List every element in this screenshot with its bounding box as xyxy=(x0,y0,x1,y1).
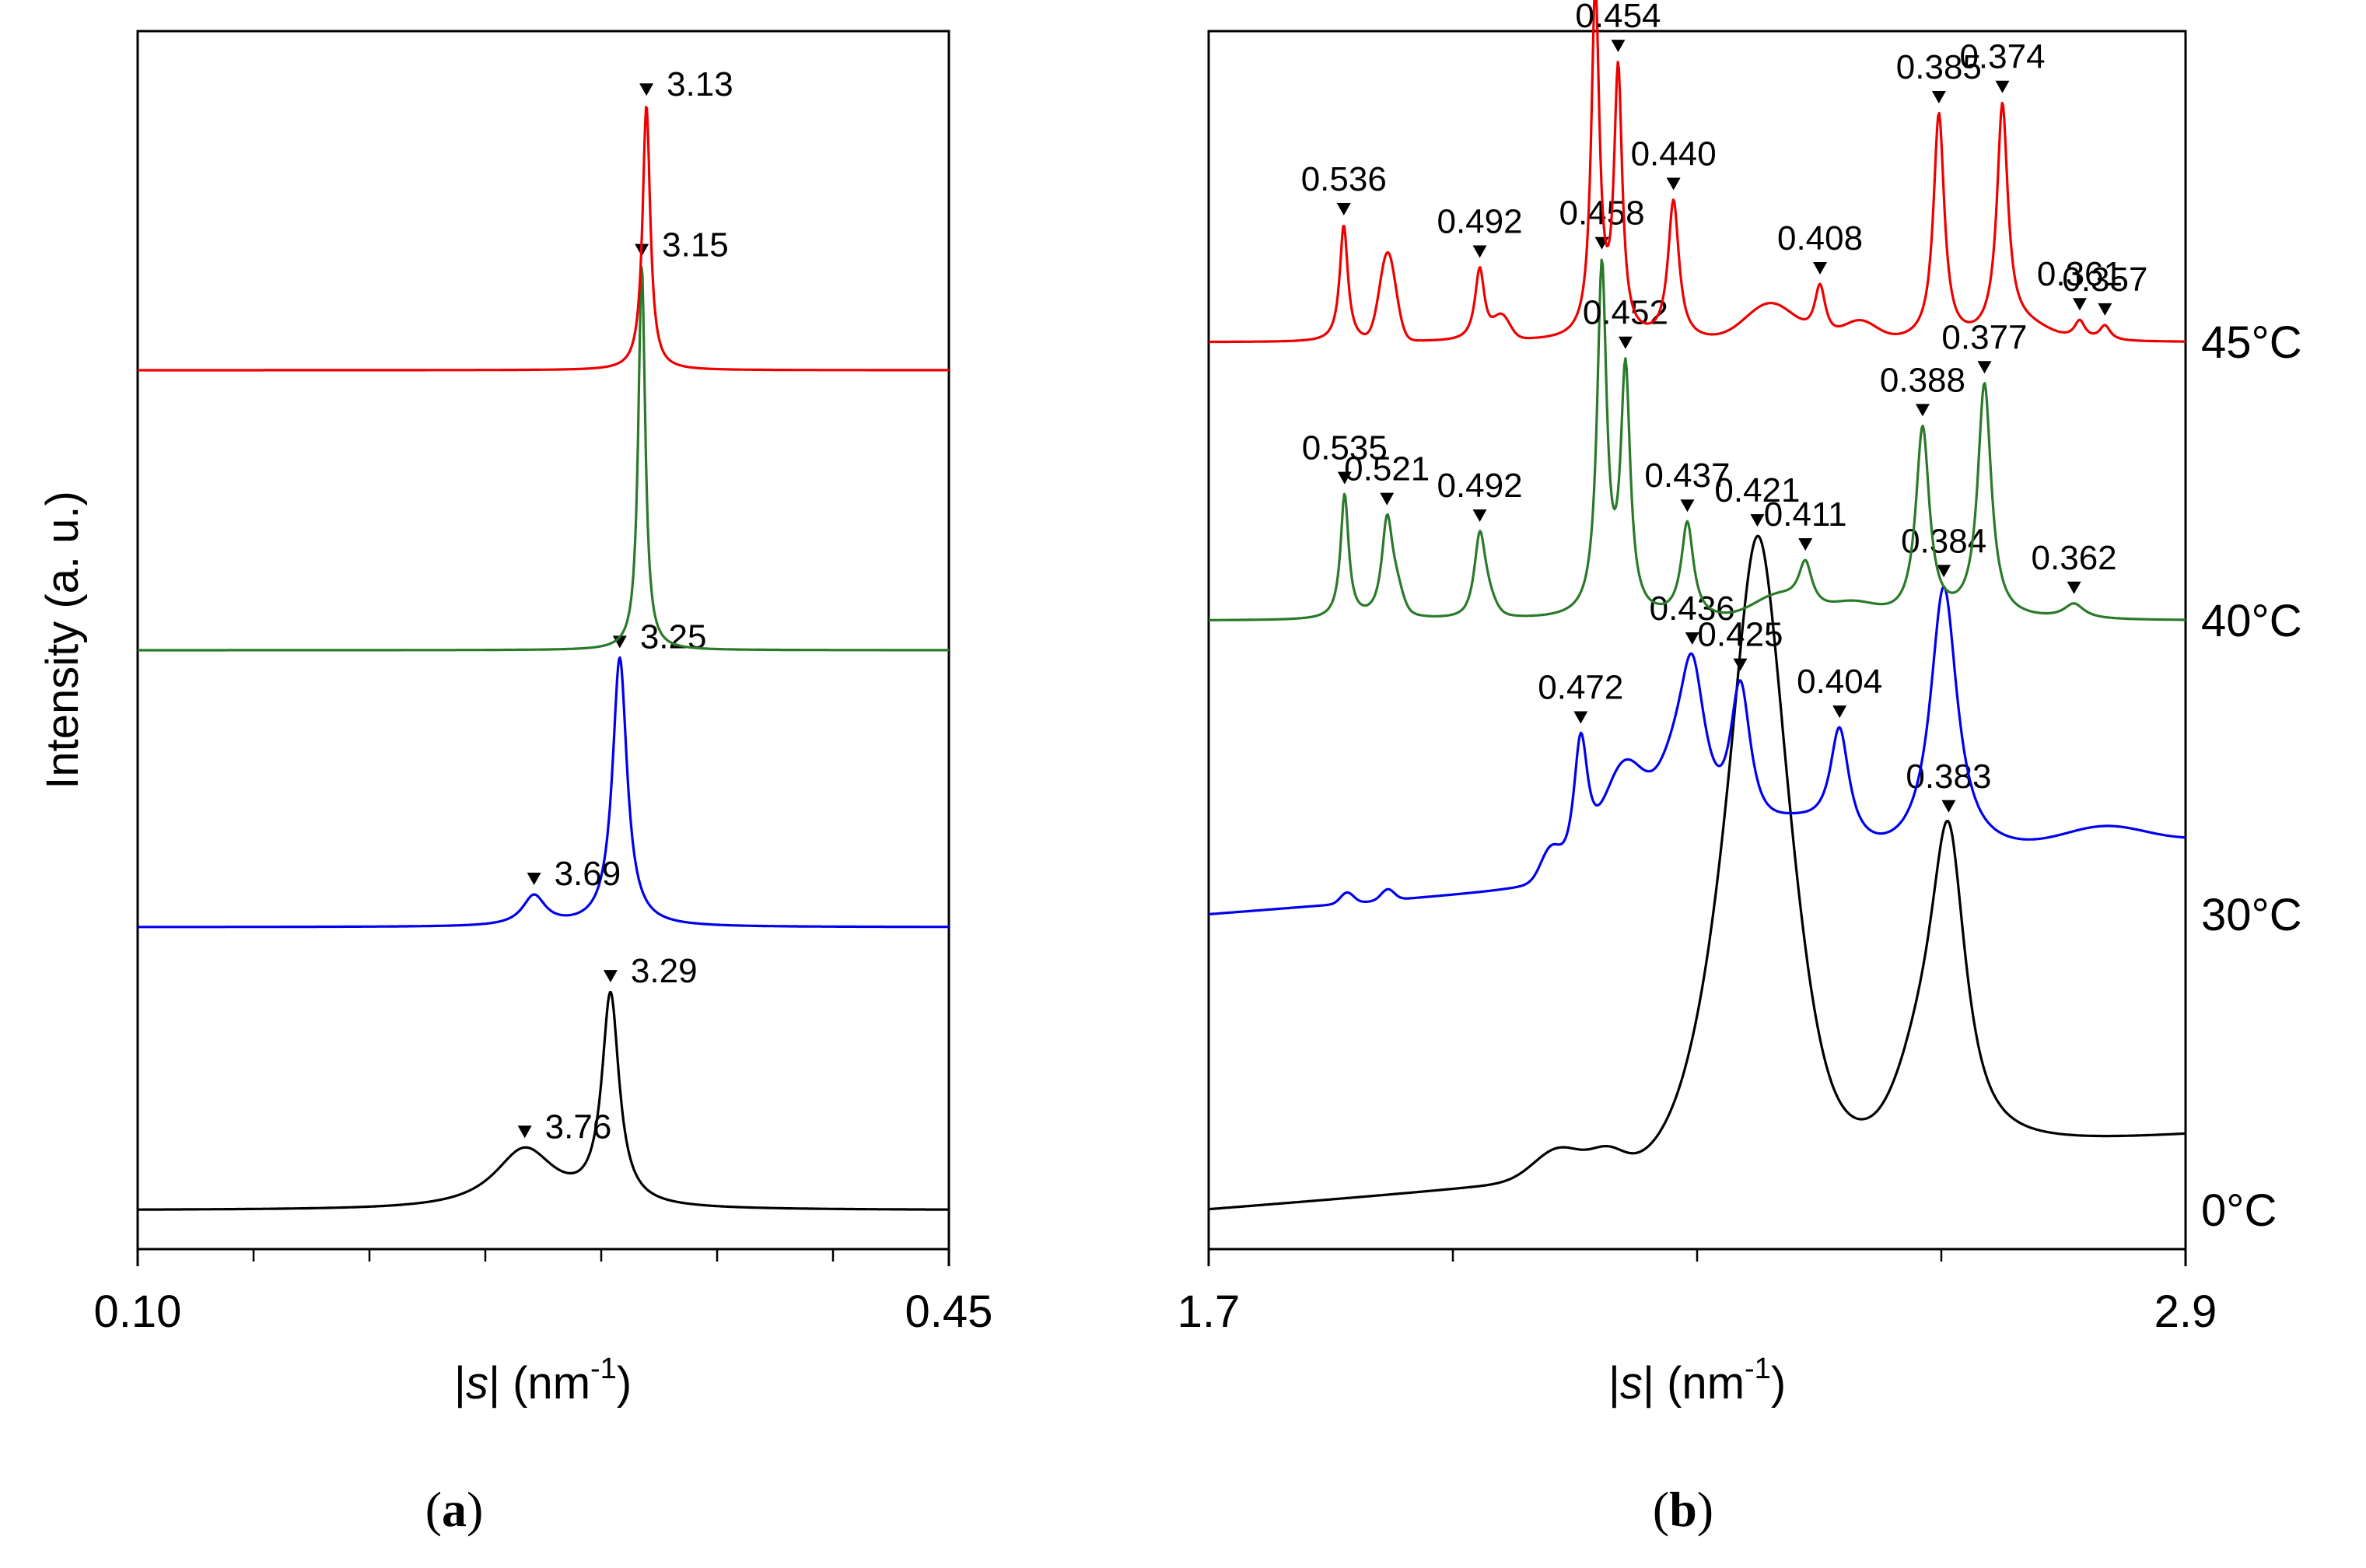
series-line xyxy=(137,265,950,652)
panel-a-caption: (a) xyxy=(425,1482,484,1537)
peak-label: 0.357 xyxy=(2062,261,2147,299)
series-line xyxy=(1208,585,2186,915)
peak-marker xyxy=(639,83,654,96)
series-line xyxy=(1208,534,2186,1211)
peak-marker xyxy=(1380,492,1395,506)
peak-label: 0.362 xyxy=(2032,539,2117,577)
peak-label: 3.25 xyxy=(640,618,707,656)
peak-marker xyxy=(1977,361,1992,374)
x-tick-label: 0.10 xyxy=(94,1286,182,1337)
temperature-labels: 0°C 30°C 40°C 45°C xyxy=(2201,317,2302,1236)
peak-marker xyxy=(1941,800,1956,813)
peak-marker xyxy=(2098,303,2112,316)
panel-a-x-axis-label: |s| (nm-1) xyxy=(454,1353,632,1409)
peak-marker xyxy=(1937,565,1951,578)
peak-label: 0.421 xyxy=(1714,471,1800,509)
peak-marker xyxy=(1995,80,2010,93)
peak-label: 0.492 xyxy=(1437,203,1522,241)
peak-label: 0.374 xyxy=(1959,38,2045,76)
peak-label: 0.521 xyxy=(1344,450,1430,488)
x-tick-label: 2.9 xyxy=(2154,1286,2217,1337)
peak-marker xyxy=(1685,632,1699,646)
peak-label: 0.425 xyxy=(1697,616,1783,654)
peak-marker xyxy=(1798,538,1813,551)
peak-label: 3.13 xyxy=(667,65,733,103)
peak-label: 0.452 xyxy=(1583,294,1668,332)
peak-marker xyxy=(1337,471,1352,485)
peak-label: 0.377 xyxy=(1941,318,2027,356)
peak-label: 0.535 xyxy=(1302,429,1388,467)
panel-a-frame xyxy=(136,30,950,1251)
panel-a-x-ticks: 0.10 0.45 xyxy=(94,1249,993,1337)
temperature-label: 30°C xyxy=(2201,890,2302,940)
peak-marker xyxy=(527,872,541,885)
peak-label: 0.404 xyxy=(1797,663,1882,701)
series-line xyxy=(1208,258,2186,621)
peak-marker xyxy=(1813,262,1828,275)
temperature-label: 45°C xyxy=(2201,317,2302,368)
peak-marker xyxy=(1618,336,1633,349)
peak-marker xyxy=(1336,203,1351,216)
temperature-label: 0°C xyxy=(2201,1185,2277,1236)
series-line xyxy=(137,991,950,1211)
panel-b-chart: 1.7 2.9 0.4210.3830.4720.4360.4250.4040.3… xyxy=(1178,0,2302,1537)
peak-marker xyxy=(603,970,618,983)
peak-marker xyxy=(2067,581,2081,594)
peak-marker xyxy=(1666,177,1681,191)
series-line xyxy=(137,106,950,372)
peak-label: 0.385 xyxy=(1896,48,1982,86)
peak-marker xyxy=(2072,298,2087,311)
peak-marker xyxy=(1472,245,1487,258)
peak-label: 0.472 xyxy=(1538,668,1623,706)
peak-label: 0.408 xyxy=(1777,219,1863,257)
series-line xyxy=(1208,0,2186,344)
panel-a-series: 3.76 3.29 3.69 3.25 3.15 3.13 xyxy=(137,65,950,1211)
peak-label: 0.437 xyxy=(1644,457,1730,495)
peak-marker xyxy=(1832,705,1847,719)
peak-label: 3.15 xyxy=(662,226,729,264)
panel-a-chart: Intensity (a. u.) 0.10 0.45 3.763.293.693… xyxy=(37,30,993,1537)
x-tick-label: 0.45 xyxy=(905,1286,993,1337)
peak-label: 3.69 xyxy=(555,855,621,893)
peak-marker xyxy=(1611,40,1626,53)
peak-label: 3.76 xyxy=(545,1108,612,1146)
peak-marker xyxy=(1750,514,1765,527)
peak-marker xyxy=(1733,658,1748,671)
peak-label: 0.536 xyxy=(1301,160,1387,198)
x-tick-label: 1.7 xyxy=(1178,1286,1241,1337)
peak-label: 0.492 xyxy=(1437,467,1522,505)
temperature-label: 40°C xyxy=(2201,596,2302,646)
peak-label: 0.361 xyxy=(2037,255,2123,293)
peak-marker xyxy=(1680,499,1695,513)
peak-label: 0.440 xyxy=(1631,135,1717,173)
peak-marker xyxy=(1472,509,1487,522)
peak-label: 0.436 xyxy=(1650,590,1735,628)
peak-label: 0.411 xyxy=(1764,495,1847,534)
peak-label: 0.454 xyxy=(1575,0,1661,35)
peak-marker xyxy=(1573,711,1588,724)
peak-label: 0.388 xyxy=(1880,361,1965,399)
panel-b-caption: (b) xyxy=(1653,1482,1713,1537)
panel-b-series: 0.4210.3830.4720.4360.4250.4040.3840.535… xyxy=(1208,0,2186,1211)
peak-marker xyxy=(517,1125,532,1139)
peak-marker xyxy=(1915,404,1930,417)
peak-marker xyxy=(1931,90,1946,103)
series-line xyxy=(137,656,950,929)
peak-label: 3.29 xyxy=(631,952,698,990)
panel-b-x-ticks: 1.7 2.9 xyxy=(1178,1249,2217,1337)
y-axis-label: Intensity (a. u.) xyxy=(37,491,88,789)
panel-b-x-axis-label: |s| (nm-1) xyxy=(1608,1353,1786,1409)
